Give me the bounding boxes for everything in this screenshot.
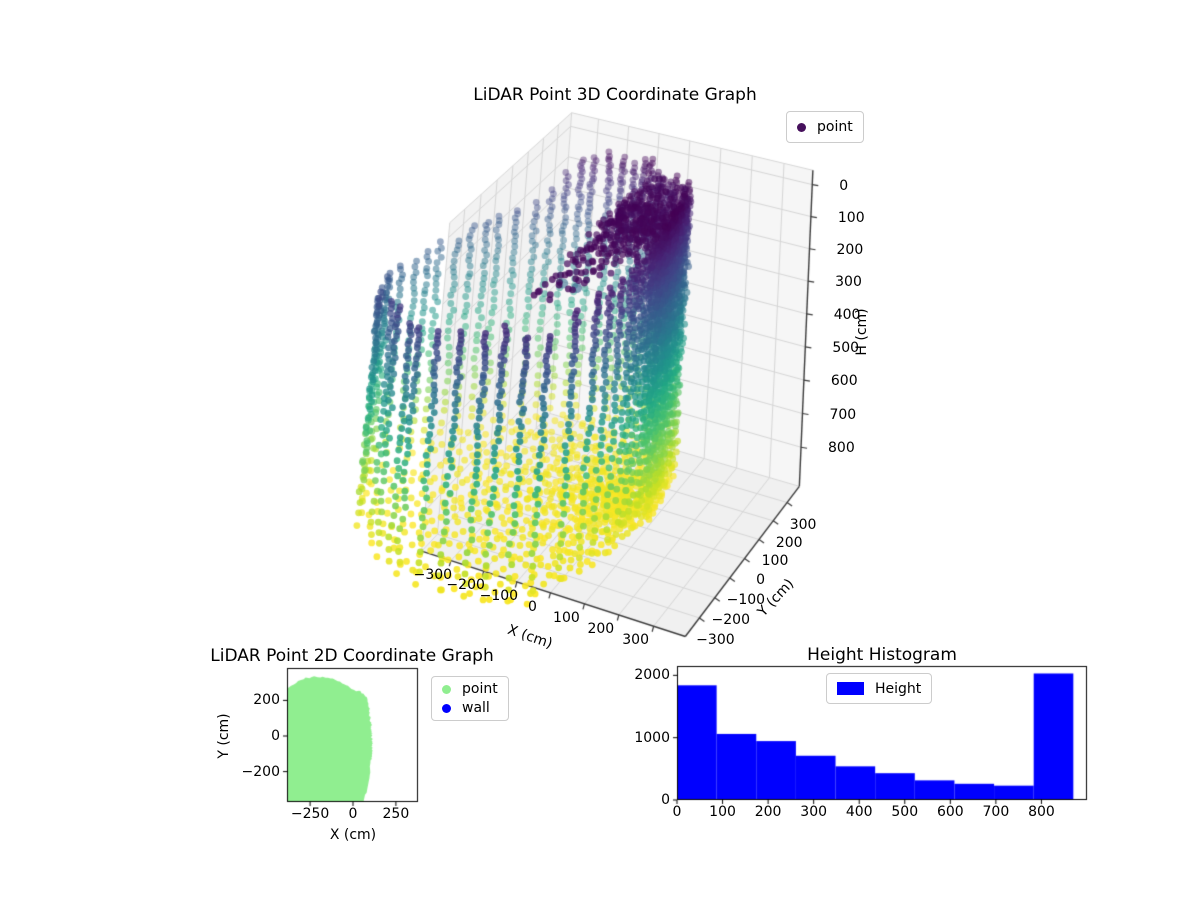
point-marker-icon [797, 122, 806, 132]
hist-y-tick-label: 1000 [634, 729, 670, 746]
x-tick-label-2d: 0 [348, 806, 358, 822]
hist-x-tick-label: 700 [982, 804, 1010, 820]
plot3d-legend-label: point [817, 119, 853, 135]
hist-legend-label: Height [875, 680, 922, 697]
hist-y-tick-label: 0 [661, 792, 670, 808]
h-tick-label-3d: 100 [837, 209, 865, 226]
hist-x-tick-label: 500 [891, 804, 919, 820]
legend-row-wall: wall [442, 700, 498, 716]
plot2d-legend-label-wall: wall [462, 700, 490, 716]
legend-row-height: Height [837, 681, 921, 697]
x-tick-label-2d: 250 [382, 806, 410, 822]
y-tick-label-3d: −100 [726, 591, 766, 608]
y-tick-label-2d: −200 [241, 763, 280, 780]
height-patch-icon [837, 682, 864, 695]
y-tick-label-3d: 100 [761, 553, 789, 570]
y-tick-label-3d: −200 [711, 611, 750, 628]
h-tick-label-3d: 500 [832, 339, 860, 356]
y-tick-label-3d: 300 [789, 516, 817, 533]
x-tick-label-3d: 200 [587, 620, 615, 637]
wall-marker-icon [442, 703, 451, 713]
h-tick-label-3d: 800 [828, 440, 855, 457]
x-tick-label-3d: 0 [527, 598, 537, 615]
hist-x-tick-label: 600 [936, 804, 964, 820]
x-tick-label-3d: 300 [622, 632, 649, 649]
x-tick-label-3d: 100 [553, 609, 580, 626]
hist-x-tick-label: 300 [800, 804, 828, 820]
y-tick-label-2d: 0 [271, 728, 280, 744]
x-tick-label-3d: −300 [413, 566, 453, 583]
point-marker-icon [442, 684, 451, 694]
legend-row-point: point [797, 119, 853, 135]
hist-x-tick-label: 100 [709, 804, 736, 820]
hist-x-tick-label: 400 [845, 804, 873, 820]
h-tick-label-3d: 0 [839, 177, 849, 194]
y-tick-label-3d: −300 [696, 631, 735, 648]
x-tick-label-2d: −250 [290, 806, 330, 822]
y-tick-label-3d: 0 [756, 572, 766, 589]
y-tick-label-3d: 200 [775, 534, 803, 551]
legend-row-point: point [442, 681, 498, 697]
hist-x-tick-label: 0 [672, 804, 682, 820]
hist-title: Height Histogram [807, 645, 957, 665]
x-axis-label-2d: X (cm) [329, 827, 377, 843]
h-tick-label-3d: 300 [835, 274, 862, 291]
y-axis-label-2d: Y (cm) [216, 713, 232, 759]
h-tick-label-3d: 400 [833, 306, 861, 323]
plot2d-title: LiDAR Point 2D Coordinate Graph [210, 646, 494, 666]
hist-x-tick-label: 200 [754, 804, 782, 820]
x-tick-label-3d: −200 [446, 577, 485, 594]
h-tick-label-3d: 700 [829, 406, 857, 423]
hist-x-tick-label: 800 [1028, 804, 1055, 820]
plot2d-legend: point wall [431, 676, 509, 721]
h-tick-label-3d: 200 [836, 241, 864, 258]
hist-legend: Height [826, 673, 933, 704]
plot3d-title: LiDAR Point 3D Coordinate Graph [473, 85, 757, 105]
y-tick-label-2d: 200 [253, 692, 280, 709]
hist-y-tick-label: 2000 [634, 667, 670, 684]
x-tick-label-3d: −100 [479, 587, 519, 604]
plot2d-legend-label-point: point [462, 681, 498, 697]
plot3d-legend: point [786, 111, 864, 143]
h-tick-label-3d: 600 [830, 373, 858, 390]
